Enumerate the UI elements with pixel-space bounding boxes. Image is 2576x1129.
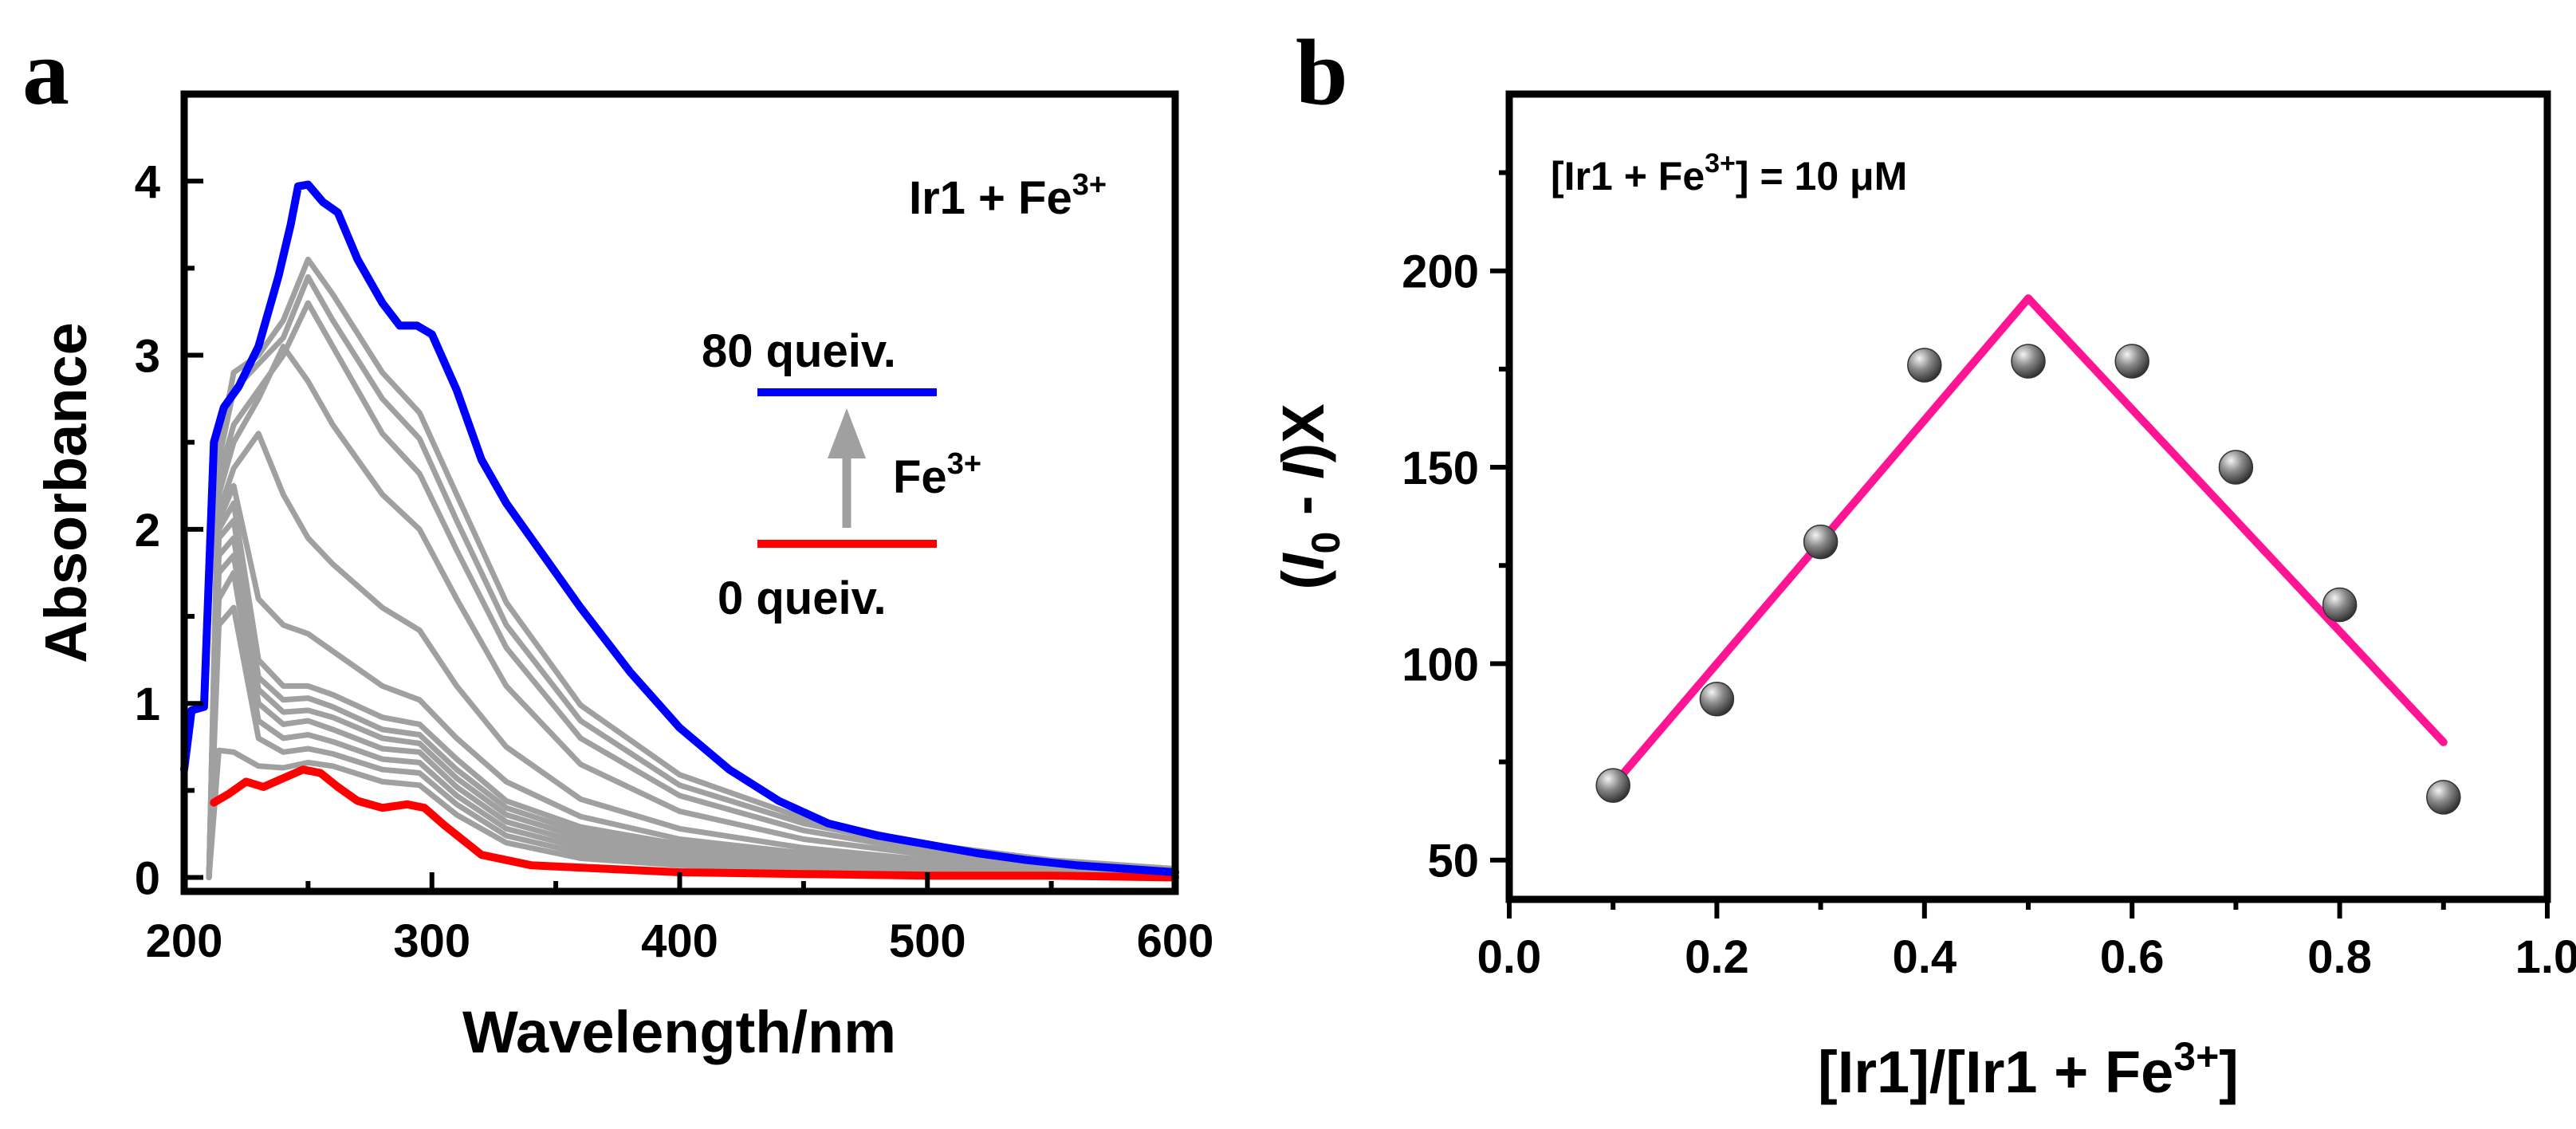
scatter-point <box>2114 344 2149 379</box>
panel-a-y-tick-label: 3 <box>135 331 160 383</box>
panel-b: 0.0 0.2 0.4 0.6 0.8 1.0 50 100 150 200 [Ir1 + Fe3… <box>1270 90 2576 1105</box>
absorbance-series-line-5 <box>206 535 1178 880</box>
scatter-point <box>2322 587 2358 623</box>
panel-b-y-axis-title: (I0 - I)X <box>1270 403 1348 589</box>
panel-a-ticks: 200 300 400 500 600 0 1 2 3 4 <box>135 156 1214 967</box>
panel-a-annotation: Ir1 + Fe3+ <box>909 168 1107 224</box>
legend-top-label: 80 queiv. <box>702 325 896 377</box>
legend-arrow-label: Fe3+ <box>893 447 981 503</box>
panel-a-y-tick-label: 4 <box>135 156 160 208</box>
scatter-point <box>1907 348 1942 383</box>
panel-b-annotation: [Ir1 + Fe3+] = 10 μM <box>1551 148 1907 199</box>
panel-a-x-tick-label: 600 <box>1137 915 1214 967</box>
panel-b-x-tick-label: 0.4 <box>1892 931 1957 983</box>
panel-a-y-tick-label: 1 <box>135 679 160 730</box>
panel-b-y-tick-label: 150 <box>1402 443 1479 494</box>
scatter-point <box>1595 768 1630 803</box>
panel-b-x-tick-label: 0.6 <box>2100 931 2165 983</box>
panel-a-y-tick-label: 0 <box>135 853 160 905</box>
panel-b-x-tick-label: 0.8 <box>2307 931 2372 983</box>
panel-b-ticks: 0.0 0.2 0.4 0.6 0.8 1.0 50 100 150 200 <box>1402 170 2576 983</box>
scatter-point <box>2011 344 2046 379</box>
panel-b-y-tick-label: 100 <box>1402 639 1479 690</box>
panel-label-b: b <box>1296 20 1348 124</box>
panel-b-y-tick-label: 50 <box>1427 836 1479 887</box>
panel-a: 200 300 400 500 600 0 1 2 3 4 Wavelength/nm Absor… <box>33 90 1214 1065</box>
panel-a-x-tick-label: 200 <box>146 915 223 967</box>
absorbance-series-line-10 <box>206 344 1178 880</box>
absorbance-series-group <box>180 180 1179 882</box>
panel-a-x-tick-label: 500 <box>889 915 966 967</box>
panel-b-x-axis-title: [Ir1]/[Ir1 + Fe3+] <box>1818 1034 2239 1105</box>
panel-a-y-axis-title: Absorbance <box>33 322 99 663</box>
panel-label-a: a <box>22 20 69 124</box>
panel-b-y-tick-label: 200 <box>1402 246 1479 298</box>
panel-b-x-tick-label: 0.0 <box>1477 931 1542 983</box>
absorbance-series-line-6 <box>206 517 1178 880</box>
absorbance-series-line-0 <box>210 765 1179 882</box>
panel-a-y-tick-label: 2 <box>135 505 160 557</box>
panel-a-x-axis-title: Wavelength/nm <box>462 999 896 1065</box>
panel-b-frame <box>1505 90 2551 903</box>
scatter-point <box>1803 524 1839 560</box>
absorbance-series-line-11 <box>206 300 1178 880</box>
legend-bottom-label: 0 queiv. <box>718 572 887 624</box>
scatter-points-group <box>1595 344 2461 815</box>
legend-arrow-up-icon <box>828 408 866 458</box>
absorbance-series-line-7 <box>206 500 1178 880</box>
panel-a-x-tick-label: 300 <box>393 915 470 967</box>
scatter-point <box>2218 450 2254 485</box>
absorbance-series-line-8 <box>206 482 1178 880</box>
panel-b-x-tick-label: 1.0 <box>2515 931 2576 983</box>
absorbance-series-line-9 <box>206 431 1178 880</box>
panel-b-x-tick-label: 0.2 <box>1685 931 1749 983</box>
fit-line-1 <box>2024 294 2448 746</box>
absorbance-series-line-12 <box>206 273 1178 880</box>
scatter-point <box>1699 681 1735 717</box>
panel-a-legend: 80 queiv. Fe3+ 0 queiv. <box>702 325 981 624</box>
absorbance-series-line-14 <box>180 180 1179 876</box>
panel-a-x-tick-label: 400 <box>641 915 718 967</box>
scatter-point <box>2426 780 2461 815</box>
